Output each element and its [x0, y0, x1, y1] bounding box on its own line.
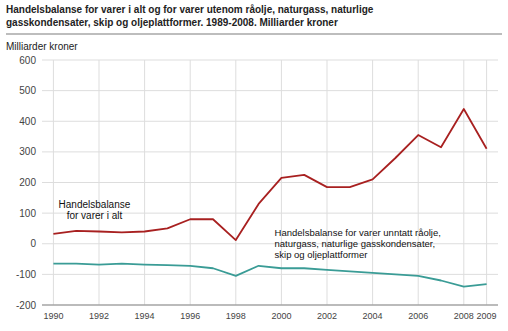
chart: Handelsbalanse for varer i alt og for va… — [0, 0, 508, 331]
y-tick-label: -100 — [16, 269, 36, 280]
x-tick-label: 2004 — [363, 311, 383, 321]
grid-line — [99, 60, 100, 305]
grid-line — [42, 182, 498, 183]
grid-line — [372, 60, 373, 305]
x-tick-label: 1996 — [180, 311, 200, 321]
y-tick-label: 300 — [19, 146, 36, 157]
y-tick-label: 400 — [19, 116, 36, 127]
series-label: Handelsbalansefor varer i alt — [59, 199, 131, 222]
y-tick-label: -200 — [16, 300, 36, 311]
x-tick-label: 2000 — [271, 311, 291, 321]
x-tick-label: 1994 — [135, 311, 155, 321]
grid-line — [42, 274, 498, 275]
title-rule — [6, 34, 502, 35]
grid-line — [53, 60, 54, 305]
grid-line — [42, 90, 498, 91]
grid-line — [42, 60, 498, 61]
y-axis-label: Milliarder kroner — [6, 41, 78, 52]
grid-line — [235, 60, 236, 305]
x-tick-label: 1992 — [89, 311, 109, 321]
y-tick-label: 600 — [19, 55, 36, 66]
series-line — [53, 264, 486, 287]
grid-line — [42, 151, 498, 152]
grid-line — [42, 305, 498, 306]
plot-data — [53, 109, 486, 287]
x-axis-line — [42, 305, 498, 306]
y-tick-label: 500 — [19, 85, 36, 96]
grid-line — [190, 60, 191, 305]
x-tick-label: 1990 — [43, 311, 63, 321]
series-label: Handelsbalanse for varer unntatt råolje,… — [275, 227, 441, 260]
grid-line — [42, 121, 498, 122]
grid-line — [418, 60, 419, 305]
x-tick-label: 2006 — [408, 311, 428, 321]
title: Handelsbalanse for varer i alt og for va… — [6, 4, 374, 28]
grid-line — [144, 60, 145, 305]
x-tick-label: 2008 — [454, 311, 474, 321]
x-tick-label: 2002 — [317, 311, 337, 321]
grid-line — [463, 60, 464, 305]
series-line — [53, 109, 486, 240]
x-tick-label: 2009 — [477, 311, 497, 321]
y-tick-label: 100 — [19, 208, 36, 219]
y-tick-label: 200 — [19, 177, 36, 188]
x-tick-label: 1998 — [226, 311, 246, 321]
grid-line — [327, 60, 328, 305]
y-tick-label: 0 — [30, 238, 36, 249]
grid-line — [486, 60, 487, 305]
grid — [42, 60, 498, 305]
